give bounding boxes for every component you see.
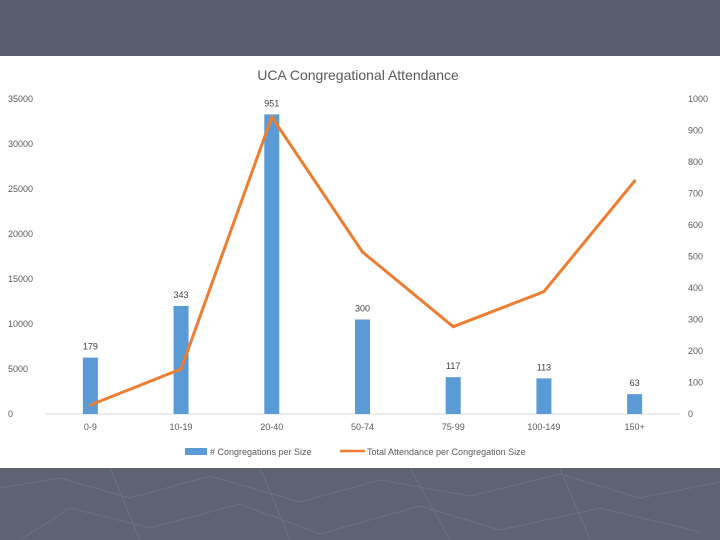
bar <box>82 357 98 414</box>
bar <box>355 319 370 414</box>
left-axis: 0 5000 10000 15000 20000 25000 30000 35000 <box>8 94 33 419</box>
left-axis-tick-label: 35000 <box>8 94 33 104</box>
x-axis-tick-label: 100-149 <box>527 422 560 432</box>
line-point <box>361 250 364 254</box>
right-axis-tick-label: 200 <box>688 346 703 356</box>
combo-chart: UCA Congregational Attendance 0500010000… <box>8 67 708 457</box>
left-axis-tick-label: 20000 <box>8 229 33 239</box>
right-axis: 0 100 200 300 400 500 600 700 800 900 1000 <box>688 94 708 419</box>
left-axis-tick-label: 15000 <box>8 274 33 284</box>
line-point <box>451 325 455 329</box>
left-axis-tick-label: 0 <box>8 409 13 419</box>
chart-panel: UCA Congregational Attendance 0 5000 10000… <box>0 56 720 468</box>
x-axis-tick-label: 10-19 <box>170 422 193 432</box>
x-axis-tick-label: 0-9 <box>84 422 97 432</box>
left-axis-tick-label: 5000 <box>8 364 28 374</box>
left-axis-tick-label: 25000 <box>8 184 33 194</box>
bar-data-label: 300 <box>355 304 370 314</box>
background-pattern-band <box>0 468 720 540</box>
bar <box>627 394 643 414</box>
x-axis-ticks: 0-9 10-19 20-40 50-74 75-99 100-149 150+ <box>84 422 645 432</box>
x-axis-tick-label: 75-99 <box>442 422 465 432</box>
chart-title: UCA Congregational Attendance <box>257 67 459 83</box>
right-axis-tick-label: 100 <box>688 378 703 388</box>
legend-label-line: Total Attendance per Congregation Size <box>367 447 526 457</box>
right-axis-tick-label: 400 <box>688 283 703 293</box>
line-point <box>88 403 92 407</box>
left-axis-tick-label: 10000 <box>8 319 33 329</box>
line-point <box>542 290 546 294</box>
decorative-pattern <box>0 468 720 540</box>
right-axis-tick-label: 500 <box>688 252 703 262</box>
bar <box>536 378 552 414</box>
line-point <box>270 115 274 119</box>
bar-data-label: 113 <box>537 362 551 372</box>
bar <box>264 114 280 414</box>
right-axis-tick-label: 300 <box>688 315 703 325</box>
right-axis-tick-label: 800 <box>688 157 703 167</box>
bar-data-label: 179 <box>83 342 98 352</box>
x-axis-tick-label: 50-74 <box>351 422 374 432</box>
legend-swatch-bar <box>185 448 207 455</box>
bar-data-label: 343 <box>174 290 189 300</box>
bar-data-label: 117 <box>446 361 460 371</box>
bar-data-label: 63 <box>630 378 640 388</box>
left-axis-tick-label: 30000 <box>8 139 33 149</box>
bar-data-label: 951 <box>264 98 279 108</box>
x-axis-tick-label: 20-40 <box>260 422 283 432</box>
bar <box>445 377 461 414</box>
right-axis-tick-label: 0 <box>688 409 693 419</box>
legend: # Congregations per Size Total Attendanc… <box>185 447 526 457</box>
line-series <box>88 115 637 407</box>
bar <box>173 305 189 414</box>
line-point <box>179 367 183 371</box>
right-axis-tick-label: 900 <box>688 126 703 136</box>
right-axis-tick-label: 1000 <box>688 94 708 104</box>
bar-data-labels: 179 343 951 300 117 113 63 <box>83 98 640 388</box>
bar-series <box>82 114 643 414</box>
right-axis-tick-label: 700 <box>688 189 703 199</box>
line-point <box>633 179 637 183</box>
x-axis-tick-label: 150+ <box>625 422 645 432</box>
legend-label-bar: # Congregations per Size <box>210 447 312 457</box>
right-axis-tick-label: 600 <box>688 220 703 230</box>
